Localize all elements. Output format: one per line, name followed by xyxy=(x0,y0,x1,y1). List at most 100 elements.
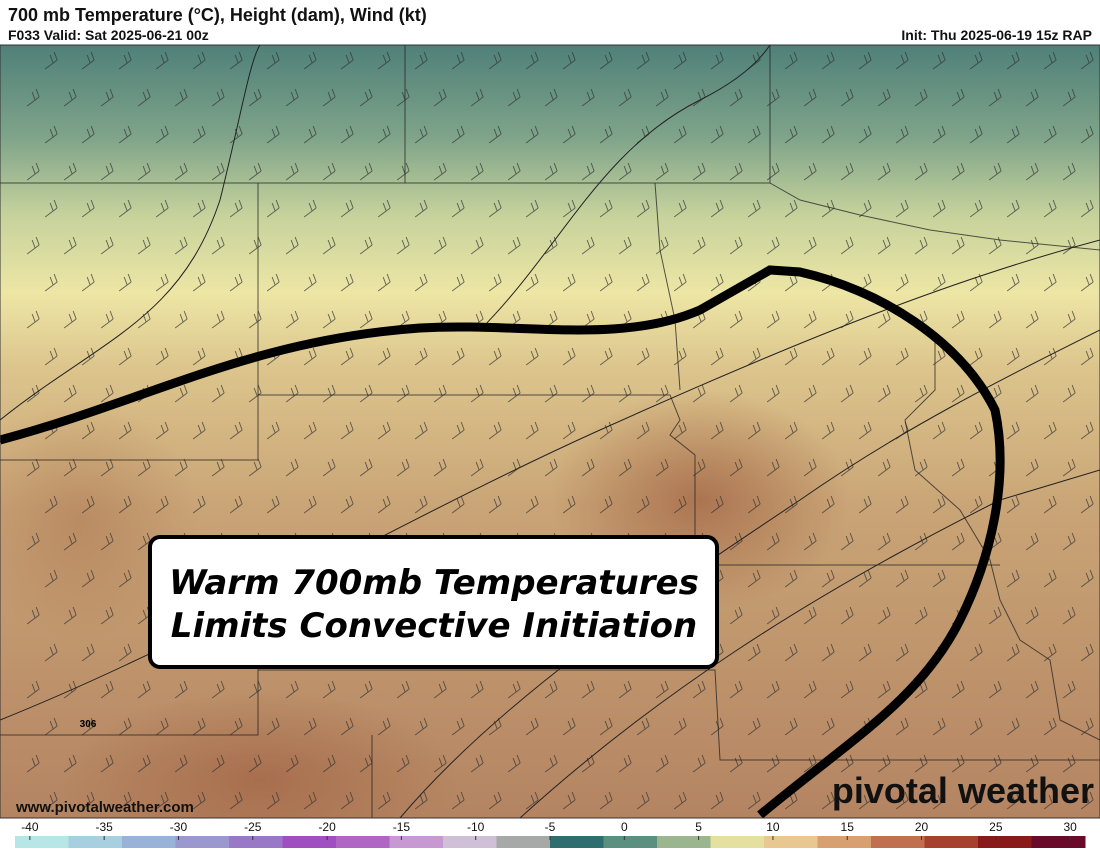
wind-barb xyxy=(951,88,965,107)
wind-barb xyxy=(710,199,724,218)
wind-barb xyxy=(488,51,502,70)
colorbar-swatch xyxy=(389,836,444,848)
wind-barb xyxy=(877,458,891,477)
wind-barb xyxy=(821,569,835,588)
wind-barb xyxy=(1043,51,1057,70)
wind-barb xyxy=(710,791,724,810)
wind-barb xyxy=(821,347,835,366)
wind-barb xyxy=(248,236,262,255)
wind-barb xyxy=(44,569,58,588)
wind-barb xyxy=(673,717,687,736)
colorbar-tick-label: 25 xyxy=(989,820,1003,834)
wind-barb xyxy=(840,532,854,551)
wind-barb xyxy=(562,51,576,70)
wind-barb xyxy=(340,791,354,810)
colorbar-swatch xyxy=(924,836,979,848)
wind-barb xyxy=(211,310,225,329)
colorbar-tick-label: -15 xyxy=(393,820,411,834)
wind-barb xyxy=(81,717,95,736)
wind-barb xyxy=(840,384,854,403)
wind-barb xyxy=(118,569,132,588)
wind-barb xyxy=(692,680,706,699)
wind-barb xyxy=(784,199,798,218)
colorbar-swatch xyxy=(764,836,818,848)
wind-barb xyxy=(1080,199,1094,218)
wind-barb xyxy=(747,347,761,366)
wind-barb xyxy=(451,421,465,440)
wind-barb xyxy=(895,273,909,292)
wind-barb xyxy=(81,791,95,810)
wind-barb xyxy=(821,717,835,736)
wind-barb xyxy=(359,236,373,255)
wind-barb xyxy=(840,606,854,625)
wind-barb xyxy=(229,791,243,810)
wind-barb xyxy=(858,51,872,70)
wind-barb xyxy=(451,199,465,218)
wind-barb xyxy=(562,199,576,218)
wind-barb xyxy=(969,495,983,514)
wind-barb xyxy=(969,199,983,218)
wind-barb xyxy=(618,458,632,477)
annotation-line: Limits Convective Initiation xyxy=(171,606,697,646)
wind-barb xyxy=(1062,162,1076,181)
wind-barb xyxy=(396,236,410,255)
wind-barb xyxy=(858,495,872,514)
wind-barb xyxy=(988,236,1002,255)
wind-barb xyxy=(211,88,225,107)
wind-barb xyxy=(525,199,539,218)
wind-barb xyxy=(877,532,891,551)
wind-barb xyxy=(1043,495,1057,514)
wind-barb xyxy=(932,421,946,440)
init-time: Init: Thu 2025-06-19 15z RAP xyxy=(901,27,1092,43)
wind-barb xyxy=(1006,273,1020,292)
outline-boundary xyxy=(0,265,1005,818)
wind-barb xyxy=(340,717,354,736)
wind-barb xyxy=(599,125,613,144)
wind-barb xyxy=(784,791,798,810)
wind-barb xyxy=(248,680,262,699)
wind-barb xyxy=(562,125,576,144)
wind-barb xyxy=(1025,532,1039,551)
wind-barb xyxy=(100,680,114,699)
wind-barb xyxy=(766,384,780,403)
colorbar-tick-label: 15 xyxy=(841,820,855,834)
wind-barb xyxy=(729,88,743,107)
wind-barb xyxy=(1062,532,1076,551)
wind-barb xyxy=(821,495,835,514)
wind-barb xyxy=(433,458,447,477)
annotation-line: Warm 700mb Temperatures xyxy=(169,563,699,603)
wind-barb xyxy=(710,421,724,440)
wind-barb xyxy=(618,236,632,255)
wind-barb xyxy=(1025,88,1039,107)
wind-barb xyxy=(266,791,280,810)
wind-barb xyxy=(969,51,983,70)
wind-barb xyxy=(155,199,169,218)
wind-barb xyxy=(63,162,77,181)
wind-barb xyxy=(266,717,280,736)
wind-barb xyxy=(729,162,743,181)
wind-barb xyxy=(562,495,576,514)
wind-barb xyxy=(988,754,1002,773)
wind-barb xyxy=(636,717,650,736)
wind-barb xyxy=(322,88,336,107)
wind-barb xyxy=(359,88,373,107)
wind-barb xyxy=(895,199,909,218)
colorbar-tick-label: -30 xyxy=(170,820,188,834)
wind-barb xyxy=(414,199,428,218)
wind-barb xyxy=(766,532,780,551)
wind-barb xyxy=(988,310,1002,329)
colorbar-swatch xyxy=(871,836,925,848)
wind-barb xyxy=(155,347,169,366)
wind-barb xyxy=(729,532,743,551)
wind-barb xyxy=(155,791,169,810)
wind-barb xyxy=(303,273,317,292)
wind-barb xyxy=(340,199,354,218)
wind-barb xyxy=(451,495,465,514)
colorbar-swatch xyxy=(978,836,1032,848)
wind-barb xyxy=(618,162,632,181)
wind-barb xyxy=(618,754,632,773)
wind-barb xyxy=(322,754,336,773)
wind-barb xyxy=(599,199,613,218)
colorbar-swatch xyxy=(229,836,283,848)
